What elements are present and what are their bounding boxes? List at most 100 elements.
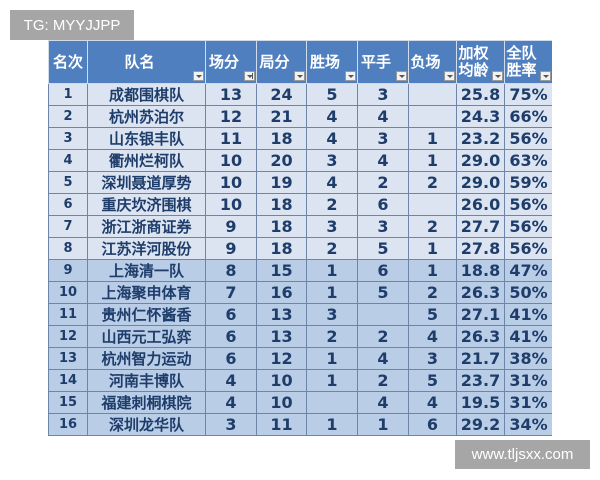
cell-wins: 4 — [306, 105, 358, 128]
cell-wins: 1 — [306, 413, 358, 436]
cell-rank: 14 — [48, 369, 88, 392]
cell-win-rate: 59% — [504, 171, 552, 194]
cell-win-rate: 41% — [504, 303, 552, 326]
header-game-points[interactable]: 局分 — [256, 40, 307, 84]
table-row: 2 杭州苏泊尔 12 21 4 4 24.3 66% — [48, 105, 552, 128]
cell-wins — [306, 391, 358, 414]
header-avg-age[interactable]: 加权 均龄 — [456, 40, 505, 84]
table-row: 9 上海清一队 8 15 1 6 1 18.8 47% — [48, 259, 552, 282]
cell-team: 山西元工弘弈 — [87, 325, 206, 348]
cell-rank: 7 — [48, 215, 88, 238]
header-wins[interactable]: 胜场 — [306, 40, 358, 84]
cell-game-points: 10 — [256, 391, 307, 414]
cell-losses: 5 — [408, 369, 457, 392]
filter-dropdown-icon[interactable] — [444, 71, 455, 81]
watermark-top-left: TG: MYYJJPP — [10, 10, 134, 40]
cell-match-points: 11 — [205, 127, 257, 150]
header-rank[interactable]: 名次 — [48, 40, 88, 84]
cell-wins: 2 — [306, 325, 358, 348]
cell-losses: 1 — [408, 237, 457, 260]
cell-losses — [408, 193, 457, 216]
cell-losses: 1 — [408, 127, 457, 150]
cell-avg-age: 27.8 — [456, 237, 505, 260]
cell-match-points: 7 — [205, 281, 257, 304]
filter-dropdown-icon[interactable] — [540, 71, 551, 81]
cell-wins: 1 — [306, 369, 358, 392]
cell-wins: 4 — [306, 127, 358, 150]
cell-game-points: 18 — [256, 193, 307, 216]
header-team[interactable]: 队名 — [87, 40, 206, 84]
cell-wins: 3 — [306, 303, 358, 326]
cell-team: 上海聚申体育 — [87, 281, 206, 304]
header-losses[interactable]: 负场 — [408, 40, 457, 84]
filter-dropdown-icon[interactable] — [492, 71, 503, 81]
cell-win-rate: 47% — [504, 259, 552, 282]
cell-win-rate: 56% — [504, 193, 552, 216]
table-row: 12 山西元工弘弈 6 13 2 2 4 26.3 41% — [48, 325, 552, 348]
cell-draws: 5 — [357, 237, 409, 260]
cell-match-points: 4 — [205, 391, 257, 414]
cell-draws: 2 — [357, 369, 409, 392]
header-draws[interactable]: 平手 — [357, 40, 409, 84]
filter-dropdown-icon[interactable] — [396, 71, 407, 81]
cell-game-points: 15 — [256, 259, 307, 282]
header-label: 加权 — [458, 44, 489, 62]
cell-wins: 1 — [306, 347, 358, 370]
cell-match-points: 10 — [205, 149, 257, 172]
cell-avg-age: 24.3 — [456, 105, 505, 128]
standings-table-container: 名次 队名 场分 局分 胜场 平手 负场 加权 均龄 全队 胜率 1 成都围棋队 13 24 5 3 25.8 7… — [48, 40, 552, 438]
table-row: 15 福建刺桐棋院 4 10 4 4 19.5 31% — [48, 391, 552, 414]
cell-draws: 4 — [357, 391, 409, 414]
cell-team: 深圳聂道厚势 — [87, 171, 206, 194]
cell-wins: 3 — [306, 149, 358, 172]
cell-match-points: 13 — [205, 83, 257, 106]
cell-rank: 11 — [48, 303, 88, 326]
header-label: 胜场 — [309, 52, 340, 71]
cell-team: 贵州仁怀酱香 — [87, 303, 206, 326]
cell-win-rate: 56% — [504, 127, 552, 150]
cell-wins: 3 — [306, 215, 358, 238]
filter-dropdown-icon[interactable] — [345, 71, 356, 81]
filter-dropdown-icon[interactable] — [193, 71, 204, 81]
cell-win-rate: 56% — [504, 237, 552, 260]
cell-team: 江苏洋河股份 — [87, 237, 206, 260]
cell-win-rate: 66% — [504, 105, 552, 128]
cell-wins: 1 — [306, 259, 358, 282]
sort-filter-icon[interactable] — [244, 71, 255, 81]
table-row: 5 深圳聂道厚势 10 19 4 2 2 29.0 59% — [48, 171, 552, 194]
cell-rank: 4 — [48, 149, 88, 172]
cell-win-rate: 63% — [504, 149, 552, 172]
watermark-bottom-right: www.tljsxx.com — [455, 440, 590, 469]
header-label-line2: 均龄 — [458, 61, 489, 79]
cell-avg-age: 27.7 — [456, 215, 505, 238]
cell-losses: 3 — [408, 347, 457, 370]
cell-losses: 2 — [408, 171, 457, 194]
cell-match-points: 12 — [205, 105, 257, 128]
cell-avg-age: 23.7 — [456, 369, 505, 392]
header-match-points[interactable]: 场分 — [205, 40, 257, 84]
cell-losses: 4 — [408, 391, 457, 414]
table-row: 10 上海聚申体育 7 16 1 5 2 26.3 50% — [48, 281, 552, 304]
cell-team: 河南丰博队 — [87, 369, 206, 392]
cell-match-points: 9 — [205, 215, 257, 238]
cell-losses: 1 — [408, 259, 457, 282]
header-win-rate[interactable]: 全队 胜率 — [504, 40, 552, 84]
cell-draws: 1 — [357, 413, 409, 436]
cell-draws: 5 — [357, 281, 409, 304]
cell-team: 上海清一队 — [87, 259, 206, 282]
cell-rank: 6 — [48, 193, 88, 216]
table-row: 1 成都围棋队 13 24 5 3 25.8 75% — [48, 83, 552, 106]
cell-rank: 1 — [48, 83, 88, 106]
cell-rank: 8 — [48, 237, 88, 260]
cell-win-rate: 50% — [504, 281, 552, 304]
table-row: 4 衢州烂柯队 10 20 3 4 1 29.0 63% — [48, 149, 552, 172]
filter-dropdown-icon[interactable] — [294, 71, 305, 81]
table-row: 7 浙江浙商证券 9 18 3 3 2 27.7 56% — [48, 215, 552, 238]
cell-avg-age: 26.3 — [456, 325, 505, 348]
cell-losses: 2 — [408, 281, 457, 304]
cell-game-points: 18 — [256, 237, 307, 260]
table-row: 6 重庆坎济围棋 10 18 2 6 26.0 56% — [48, 193, 552, 216]
cell-match-points: 6 — [205, 303, 257, 326]
table-row: 14 河南丰博队 4 10 1 2 5 23.7 31% — [48, 369, 552, 392]
cell-rank: 10 — [48, 281, 88, 304]
